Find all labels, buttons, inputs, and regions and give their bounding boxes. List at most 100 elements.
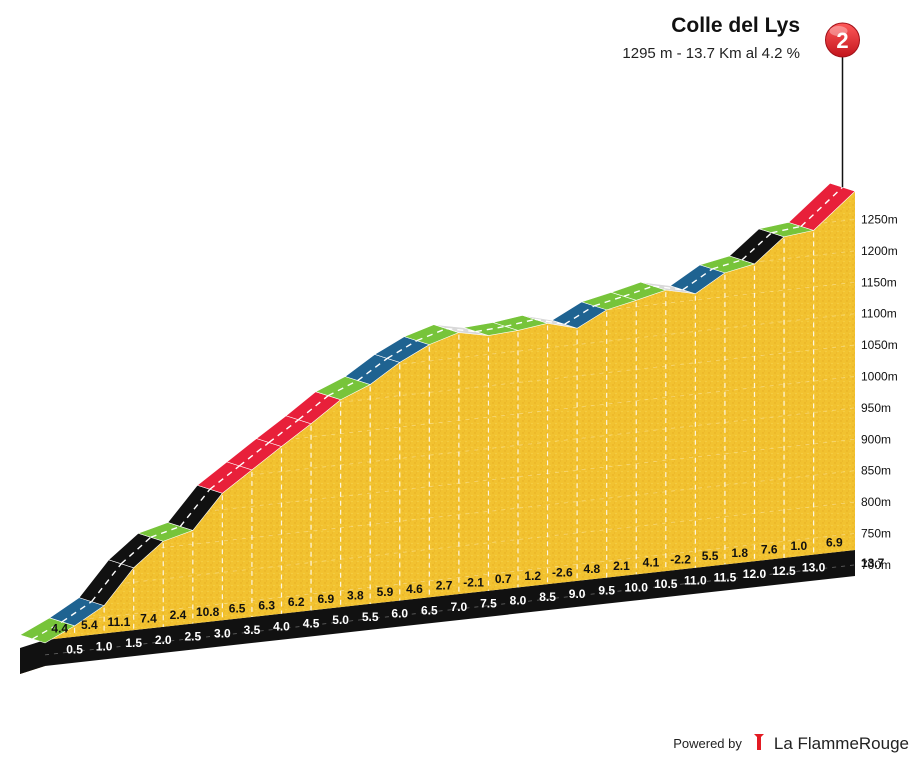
gradient-label: 0.7 <box>495 572 512 586</box>
gradient-label: 6.9 <box>826 535 843 549</box>
road-centerline <box>534 318 565 325</box>
gradient-label: 4.6 <box>406 582 423 596</box>
km-label: 13.0 <box>802 561 826 575</box>
km-label: 9.0 <box>569 587 586 601</box>
km-label: 11.0 <box>684 574 707 588</box>
km-label: 12.5 <box>772 564 796 578</box>
road-centerline <box>623 285 654 297</box>
gradient-label: 7.6 <box>761 543 778 557</box>
gradient-label: 3.8 <box>347 589 364 603</box>
road-centerline <box>771 225 802 234</box>
y-tick-label: 1000m <box>861 369 898 383</box>
gradient-label: 2.7 <box>436 579 453 593</box>
gradient-label: -2.1 <box>463 575 484 589</box>
road-centerline <box>593 295 624 307</box>
road-centerline <box>446 327 477 333</box>
gradient-label: 5.4 <box>81 618 98 632</box>
gradient-label: 2.1 <box>613 559 630 573</box>
km-label: 6.0 <box>391 607 408 621</box>
marker-shine <box>829 26 848 36</box>
km-label: 5.5 <box>362 610 379 624</box>
elevation-gridline <box>44 470 856 562</box>
road-centerline <box>653 285 683 291</box>
gradient-label: 2.4 <box>170 608 187 622</box>
flame-logo-icon <box>752 733 766 754</box>
gradient-label: 5.5 <box>702 549 719 563</box>
gradient-label: 5.9 <box>377 585 394 599</box>
y-tick-label: 1150m <box>861 275 897 289</box>
elevation-gridline <box>44 219 856 310</box>
elevation-gridline <box>44 376 856 467</box>
elevation-gridline <box>44 344 856 436</box>
km-label: 4.0 <box>273 620 290 634</box>
km-label: 2.0 <box>155 633 172 647</box>
gradient-label: 10.8 <box>196 605 220 619</box>
elevation-gridline <box>44 313 856 405</box>
start-side-base <box>20 640 45 674</box>
road-centerline <box>712 259 743 270</box>
elevation-gridline <box>44 250 856 342</box>
y-tick-label: 1050m <box>861 338 898 352</box>
km-label: 10.5 <box>654 577 678 591</box>
gradient-label: 4.1 <box>643 556 660 570</box>
gradient-label: 1.2 <box>524 569 541 583</box>
brand-name: La FlammeRouge <box>773 733 909 753</box>
km-label: 2.5 <box>184 630 201 644</box>
road-centerline <box>800 186 843 227</box>
y-tick-label: 1200m <box>861 244 898 258</box>
base-band <box>45 550 855 666</box>
gradient-label: -2.2 <box>670 552 691 566</box>
km-label: 0.5 <box>66 643 83 657</box>
road-centerline <box>475 325 506 333</box>
road-centerline <box>416 327 447 342</box>
category-number: 2 <box>836 28 848 53</box>
km-label: 4.5 <box>303 616 320 630</box>
road-centerline <box>150 525 181 538</box>
road-centerline <box>386 340 418 359</box>
elevation-gridline <box>44 564 856 656</box>
y-tick-label: 750m <box>861 526 891 540</box>
elevation-gridline <box>44 501 856 593</box>
road-centerline <box>120 536 152 565</box>
road-centerline <box>741 232 773 261</box>
road-segment <box>788 182 856 231</box>
gradient-label: 6.3 <box>258 598 275 612</box>
y-tick-label: 1100m <box>861 307 897 321</box>
gradient-label: 4.8 <box>584 562 601 576</box>
climb-subtitle: 1295 m - 13.7 Km al 4.2 % <box>622 45 800 62</box>
road-centerline <box>91 563 122 603</box>
km-label: 8.5 <box>539 590 556 604</box>
km-label: 7.5 <box>480 597 497 611</box>
km-label: 3.0 <box>214 626 231 640</box>
gradient-label: 6.5 <box>229 602 246 616</box>
powered-by-text: Powered by <box>673 736 742 751</box>
elevation-gridline <box>44 533 856 624</box>
road-centerline <box>32 621 63 640</box>
y-tick-label: 700m <box>861 558 891 572</box>
road-centerline <box>505 318 536 328</box>
km-label: 1.0 <box>96 639 113 653</box>
km-label: 9.5 <box>598 584 615 598</box>
gradient-label: 6.9 <box>317 592 334 606</box>
profile-area <box>45 191 855 643</box>
km-label: 1.5 <box>125 636 142 650</box>
y-tick-label: 900m <box>861 432 891 446</box>
km-label: 5.0 <box>332 613 349 627</box>
km-label: 12.0 <box>743 567 767 581</box>
category-marker <box>825 22 860 58</box>
road-centerline <box>61 601 93 623</box>
climb-title: Colle del Lys <box>671 14 800 37</box>
km-end-label: 13.7 <box>861 556 885 570</box>
footer: Powered by La FlammeRouge <box>673 733 909 754</box>
gradient-label: 7.4 <box>140 612 157 626</box>
km-label: 7.0 <box>451 600 468 614</box>
gradient-label: 6.2 <box>288 595 305 609</box>
gradient-label: 4.4 <box>51 621 68 635</box>
km-label: 6.5 <box>421 603 438 617</box>
y-tick-label: 950m <box>861 401 891 415</box>
road-centerline <box>564 305 595 325</box>
gradient-label: 11.1 <box>108 615 131 629</box>
gradient-label: -2.6 <box>552 566 573 580</box>
elevation-gridline <box>44 407 856 499</box>
